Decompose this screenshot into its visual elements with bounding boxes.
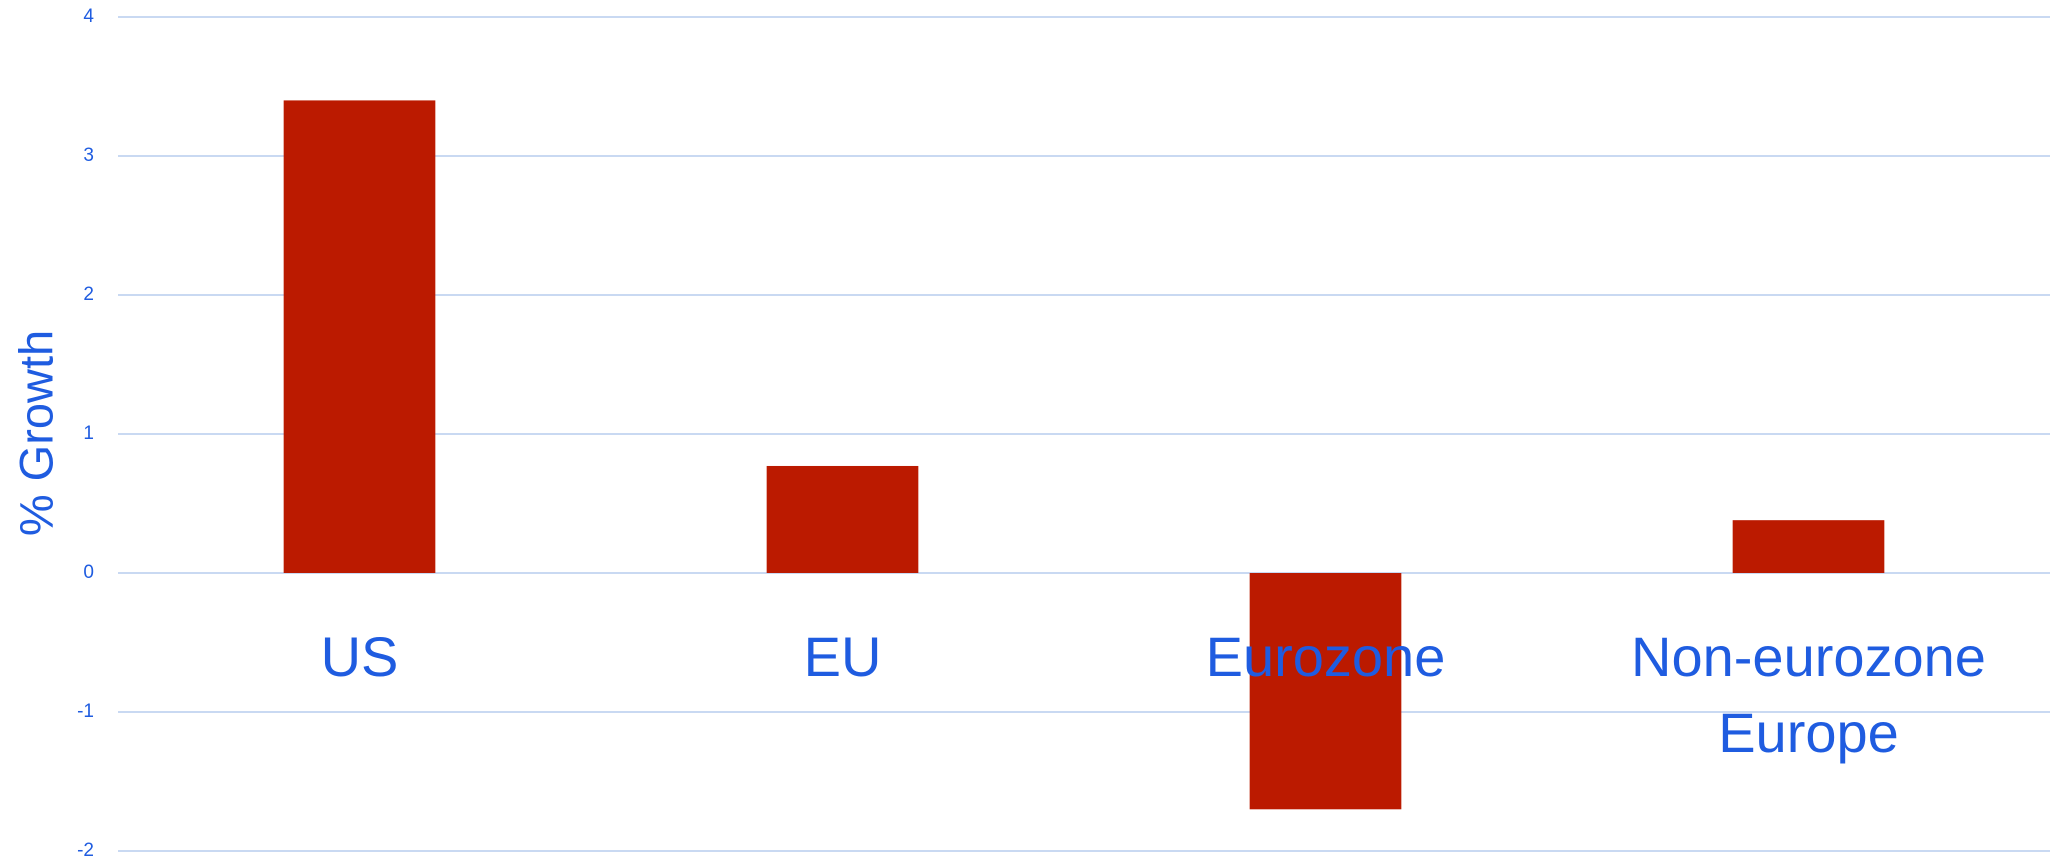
bar bbox=[1249, 573, 1402, 810]
y-tick-label: 2 bbox=[83, 284, 94, 305]
y-tick-label: -1 bbox=[77, 701, 94, 722]
y-tick-label: 3 bbox=[83, 145, 94, 166]
y-tick-label: 4 bbox=[83, 6, 94, 27]
x-tick-label: EU bbox=[803, 625, 882, 688]
y-tick-label: 0 bbox=[83, 562, 94, 583]
bar bbox=[1732, 520, 1885, 573]
bar bbox=[766, 465, 919, 573]
y-tick-label: -2 bbox=[77, 840, 94, 861]
y-tick-label: 1 bbox=[83, 423, 94, 444]
x-tick-label: Eurozone bbox=[1205, 625, 1446, 688]
x-tick-label: Non-eurozone Europe bbox=[1631, 625, 1986, 764]
bar bbox=[283, 100, 436, 574]
y-axis-label: % Growth bbox=[9, 330, 62, 536]
x-tick-label: US bbox=[320, 625, 399, 688]
